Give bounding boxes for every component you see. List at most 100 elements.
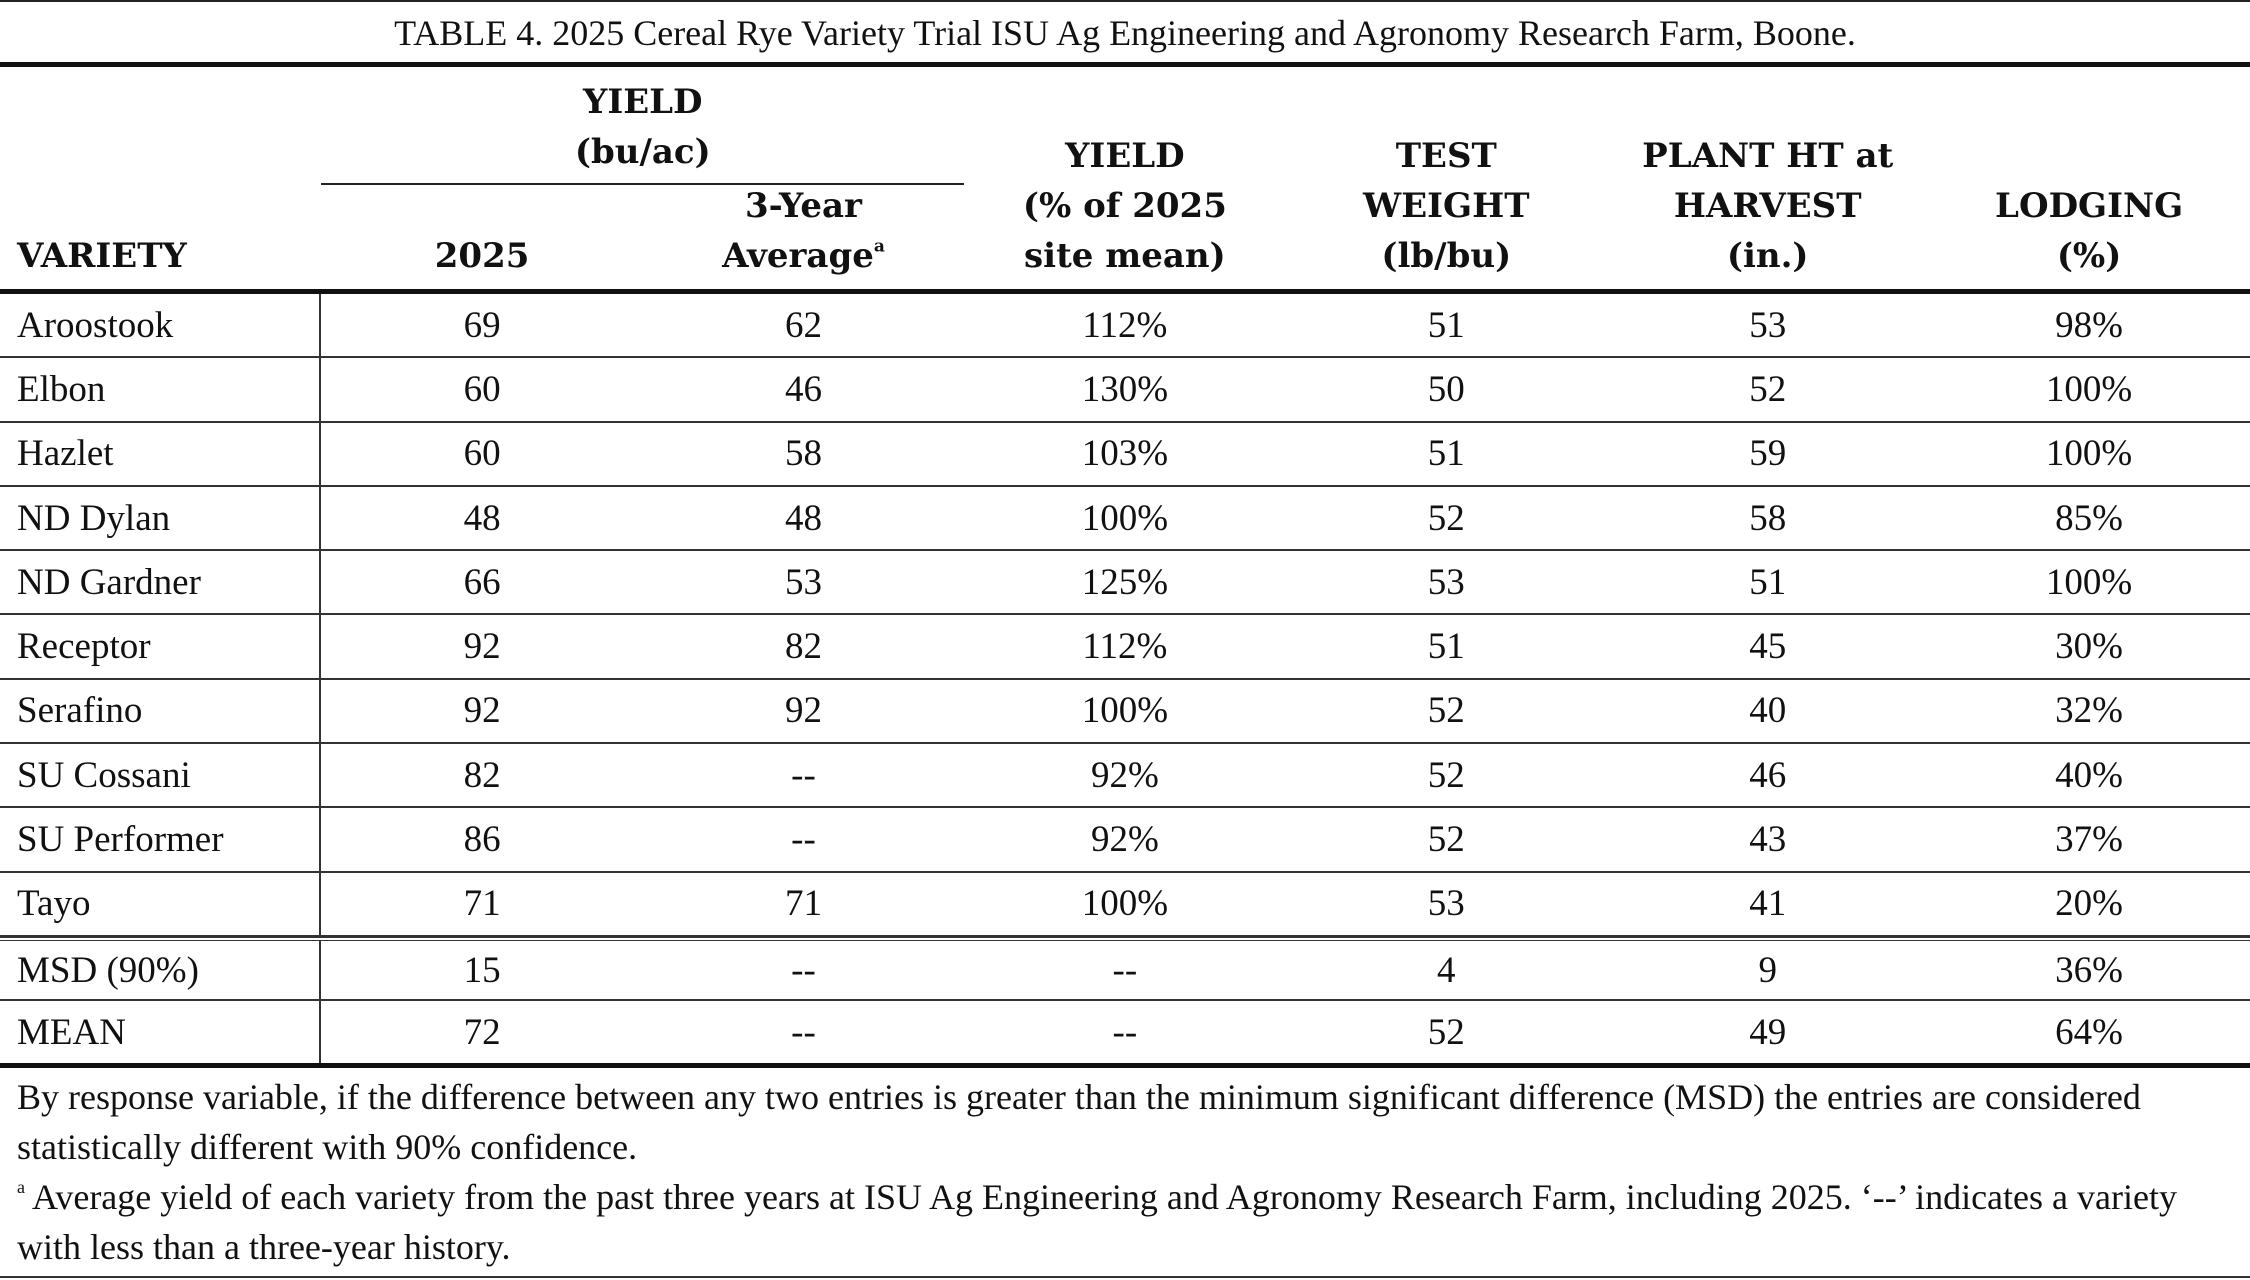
table-header: YIELD (bu/ac) VARIETY 2025 3-Year Averag… [0, 62, 2250, 294]
header-line: site mean) [1024, 236, 1226, 276]
row-label: Elbon [0, 358, 322, 421]
lodging-header: LODGING (%) [1928, 181, 2249, 281]
table-cell: 125% [1081, 561, 1169, 603]
three-year-header: 3-Year Averagea [643, 181, 964, 281]
table-cell: 40 [1749, 690, 1787, 732]
table-cell: 50 [1427, 368, 1465, 410]
table-cell: 112% [1082, 304, 1168, 346]
table-cell: 52 [1427, 497, 1465, 539]
table-cell: 52 [1749, 368, 1787, 410]
table-cell: 72 [463, 1011, 501, 1053]
row-label: Receptor [0, 615, 322, 678]
table-cell: 45 [1749, 626, 1787, 668]
row-label: Serafino [0, 679, 322, 743]
table-cell: 4 [1437, 949, 1456, 991]
table-cell: 82 [463, 754, 501, 796]
table-cell: 86 [463, 819, 501, 861]
table-title: TABLE 4. 2025 Cereal Rye Variety Trial I… [0, 0, 2250, 62]
header-line: YIELD [1065, 136, 1185, 176]
yield-2025-header: 2025 [321, 231, 642, 281]
table-cell: 53 [784, 561, 822, 603]
table-cell: 53 [1427, 883, 1465, 925]
table-cell: 69 [463, 304, 501, 346]
table-cell: 41 [1749, 883, 1787, 925]
table-cell: 49 [1749, 1011, 1787, 1053]
variety-row: Aroostook 69 62 112% 51 53 98% [0, 294, 2250, 359]
variety-header: VARIETY [0, 231, 321, 281]
table-cell: 52 [1427, 1011, 1465, 1053]
row-label: ND Gardner [0, 551, 322, 614]
table-cell: 20% [2055, 883, 2123, 925]
table-cell: 32% [2055, 690, 2123, 732]
table-cell: 9 [1758, 949, 1777, 991]
table-cell: 82 [784, 626, 822, 668]
table-cell: 85% [2055, 497, 2123, 539]
header-line: YIELD [583, 82, 703, 122]
yield-pct-header: YIELD (% of 2025 site mean) [964, 131, 1285, 281]
row-label: Aroostook [0, 294, 322, 357]
table-cell: 100% [2045, 433, 2133, 475]
header-line: TEST [1395, 136, 1497, 176]
row-label: ND Dylan [0, 486, 322, 550]
table-cell: 52 [1427, 819, 1465, 861]
table-cell: 30% [2055, 626, 2123, 668]
table-cell: -- [791, 754, 816, 796]
table-cell: 98% [2055, 304, 2123, 346]
footnote-text: Average yield of each variety from the p… [17, 1177, 2177, 1267]
table-cell: -- [1112, 949, 1138, 991]
variety-row: Serafino 92 92 100% 52 40 32% [0, 679, 2250, 745]
table-cell: 92 [463, 626, 501, 668]
table-cell: 60 [463, 368, 501, 410]
table-cell: 92 [463, 690, 501, 732]
header-line: PLANT HT at [1642, 136, 1894, 176]
table-cell: 92% [1090, 819, 1159, 861]
plant-height-header: PLANT HT at HARVEST (in.) [1607, 131, 1928, 281]
table-cell: 100% [1081, 497, 1169, 539]
header-line: 2025 [434, 236, 530, 276]
table-cell: 58 [784, 433, 822, 475]
header-line: Averagea [643, 231, 964, 281]
header-text: Average [722, 236, 874, 276]
header-line: (lb/bu) [1381, 236, 1512, 276]
table-cell: 51 [1427, 304, 1465, 346]
table-cell: 100% [2045, 368, 2133, 410]
variety-row: Tayo 71 71 100% 53 41 20% [0, 872, 2250, 937]
table-cell: 48 [463, 497, 501, 539]
header-line: LODGING [1995, 186, 2184, 226]
yield-group-header: YIELD (bu/ac) [321, 77, 965, 185]
table-cell: -- [791, 949, 816, 991]
table-cell: 36% [2055, 949, 2123, 991]
header-line: (%) [2056, 236, 2122, 276]
table-cell: 53 [1427, 561, 1465, 603]
variety-row: SU Cossani 82 -- 92% 52 46 40% [0, 744, 2250, 809]
header-line: 3-Year [745, 186, 862, 226]
table-cell: -- [791, 1011, 816, 1053]
table-cell: 59 [1749, 433, 1787, 475]
table-cell: 92% [1090, 754, 1159, 796]
row-label: Hazlet [0, 422, 322, 485]
table-cell: 71 [463, 883, 501, 925]
footnote: a Average yield of each variety from the… [17, 1172, 2232, 1272]
table-cell: 40% [2055, 754, 2123, 796]
header-line: HARVEST [1673, 186, 1862, 226]
table-cell: -- [1112, 1011, 1138, 1053]
table-cell: 46 [784, 368, 822, 410]
table-cell: -- [791, 819, 816, 861]
variety-row: SU Performer 86 -- 92% 52 43 37% [0, 808, 2250, 873]
table-cell: 58 [1749, 497, 1787, 539]
table-cell: 15 [463, 949, 501, 991]
row-label: SU Performer [0, 808, 322, 871]
table-cell: 60 [463, 433, 501, 475]
variety-row: Receptor 92 82 112% 51 45 30% [0, 615, 2250, 680]
table-cell: 71 [784, 883, 822, 925]
table-cell: 48 [784, 497, 822, 539]
footnote-marker: a [17, 1176, 25, 1197]
table-cell: 112% [1082, 626, 1168, 668]
table-cell: 52 [1427, 754, 1465, 796]
table-cell: 52 [1427, 690, 1465, 732]
footnotes: By response variable, if the difference … [17, 1072, 2232, 1272]
footnote: By response variable, if the difference … [17, 1072, 2232, 1172]
table-cell: 100% [2045, 561, 2133, 603]
table-cell: 64% [2055, 1011, 2123, 1053]
row-label: Tayo [0, 872, 322, 935]
